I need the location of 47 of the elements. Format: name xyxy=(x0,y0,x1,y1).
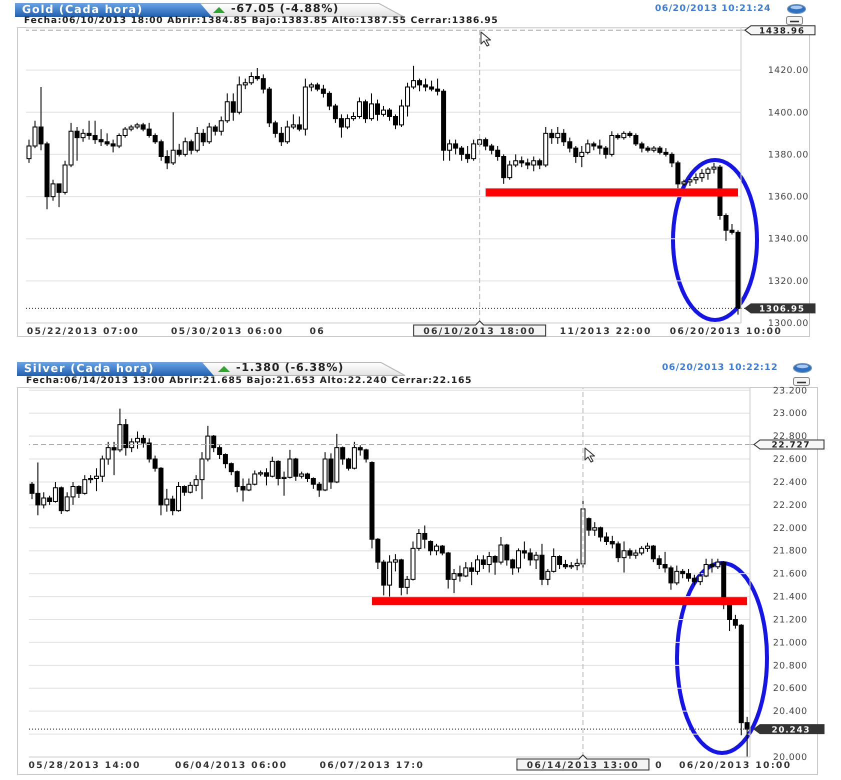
y-tick-label: 1320.00 xyxy=(768,276,809,287)
ref-line-label: 1306.95 xyxy=(759,304,805,315)
y-tick-label: 20.400 xyxy=(773,707,808,718)
x-tick-label: 06 xyxy=(310,327,326,337)
y-tick-label: 22.000 xyxy=(773,524,808,534)
x-tick-label: 05/28/2013 14:00 xyxy=(28,761,141,771)
x-tick-label: 0 xyxy=(655,761,664,771)
x-tick-label: 11/2013 22:00 xyxy=(560,327,652,337)
text: Fecha:06/10/2013 18:00 Abrir:1384.85 Bajo:1383.85 Alto:1387.55 Cerrar:1386.95 xyxy=(24,16,498,26)
x-tick-label: 06/07/2013 17:0 xyxy=(320,761,424,771)
y-tick-label: 21.000 xyxy=(773,638,808,648)
ref-line-label: 1438.96 xyxy=(759,26,805,36)
text: 06/20/2013 10:22:12 xyxy=(662,363,778,373)
y-tick-label: 20.600 xyxy=(773,684,808,694)
x-tick-label: 05/22/2013 07:00 xyxy=(26,327,140,337)
y-tick-label: 1420.00 xyxy=(768,66,809,76)
y-tick-label: 23.200 xyxy=(773,386,808,396)
y-tick-label: 21.800 xyxy=(773,546,808,557)
y-tick-label: 21.200 xyxy=(773,615,808,626)
x-tick-label: 06/14/2013 13:00 xyxy=(526,761,640,771)
y-tick-label: 23.000 xyxy=(773,409,808,420)
y-tick-label: 22.600 xyxy=(773,455,808,466)
ref-line-label: 20.243 xyxy=(772,725,810,736)
y-tick-label: 20.800 xyxy=(773,661,808,672)
chart-subtitle: -1.380 (-6.38%) xyxy=(236,361,344,375)
y-tick-label: 21.600 xyxy=(773,570,808,580)
x-tick-label: 06/20/2013 10:00 xyxy=(679,761,792,771)
y-tick-label: 22.200 xyxy=(773,500,808,511)
y-tick-label: 21.400 xyxy=(773,592,808,603)
y-tick-label: 1360.00 xyxy=(768,192,809,203)
y-tick-label: 1380.00 xyxy=(768,150,809,160)
chart-title: Gold (Cada hora) xyxy=(22,3,143,16)
x-tick-label: 06/20/2013 10:00 xyxy=(670,327,782,337)
y-tick-label: 20.000 xyxy=(773,753,808,763)
y-tick-label: 22.800 xyxy=(773,432,808,442)
x-tick-label: 05/30/2013 06:00 xyxy=(171,327,284,337)
text: 06/20/2013 10:21:24 xyxy=(655,4,771,14)
text: Fecha:06/14/2013 13:00 Abrir:21.685 Bajo:21.653 Alto:22.240 Cerrar:22.165 xyxy=(26,376,472,386)
ref-line-label: 22.727 xyxy=(772,440,810,451)
y-tick-label: 1400.00 xyxy=(768,108,809,118)
x-tick-label: 06/10/2013 18:00 xyxy=(423,327,536,337)
x-tick-label: 06/04/2013 06:00 xyxy=(175,761,288,771)
y-tick-label: 1340.00 xyxy=(768,234,809,245)
chart-title: Silver (Cada hora) xyxy=(24,362,154,375)
chart-subtitle: -67.05 (-4.88%) xyxy=(231,2,339,16)
y-tick-label: 1300.00 xyxy=(768,319,809,329)
y-tick-label: 22.400 xyxy=(773,478,808,488)
